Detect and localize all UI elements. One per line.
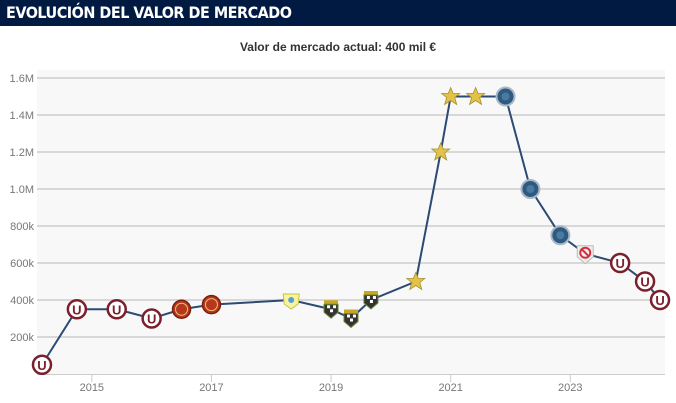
x-tick-label: 2017 xyxy=(199,382,223,394)
svg-text:U: U xyxy=(147,312,156,327)
club-u-crest-icon: U xyxy=(31,354,53,375)
club-u-crest-icon: U xyxy=(141,308,162,329)
y-tick-label: 1.0M xyxy=(10,184,34,196)
club-blue-lion-crest-icon xyxy=(550,225,571,246)
y-tick-label: 800k xyxy=(10,221,34,233)
club-u-crest-icon: U xyxy=(66,299,88,320)
club-star-crest-icon xyxy=(405,271,426,291)
club-checkered-crest-icon xyxy=(343,309,359,329)
svg-text:U: U xyxy=(72,302,81,317)
svg-text:U: U xyxy=(640,275,649,290)
club-utc-crest-icon xyxy=(201,294,222,315)
club-blue-lion-crest-icon xyxy=(520,179,541,199)
club-u-crest-icon: U xyxy=(106,299,127,320)
x-tick-label: 2015 xyxy=(80,382,104,394)
x-tick-label: 2023 xyxy=(558,382,582,394)
x-tick-label: 2021 xyxy=(438,382,462,394)
y-tick-label: 600k xyxy=(10,258,34,270)
y-tick-label: 200k xyxy=(10,332,34,344)
svg-text:U: U xyxy=(615,256,624,271)
club-blue-lion-crest-icon xyxy=(495,86,516,107)
svg-text:U: U xyxy=(112,302,121,317)
club-u-crest-icon: U xyxy=(634,271,656,292)
svg-text:U: U xyxy=(37,358,46,373)
svg-text:U: U xyxy=(655,293,664,308)
x-tick-label: 2019 xyxy=(319,382,343,394)
chart-subtitle: Valor de mercado actual: 400 mil € xyxy=(239,40,437,54)
club-u-crest-icon: U xyxy=(609,252,631,274)
y-tick-label: 400k xyxy=(10,295,34,307)
club-checkered-crest-icon xyxy=(363,291,379,310)
y-tick-label: 1.6M xyxy=(10,73,34,85)
club-yellow-crest-icon xyxy=(282,293,300,310)
club-checkered-crest-icon xyxy=(323,300,339,319)
section-title: EVOLUCIÓN DEL VALOR DE MERCADO xyxy=(0,0,676,26)
y-tick-label: 1.4M xyxy=(10,110,34,122)
club-star-crest-icon xyxy=(430,141,451,161)
club-star-crest-icon xyxy=(440,86,461,106)
y-tick-label: 1.2M xyxy=(10,147,34,159)
no-club-icon xyxy=(576,245,594,265)
club-utc-crest-icon xyxy=(171,299,192,319)
club-star-crest-icon xyxy=(465,86,486,106)
club-u-crest-icon: U xyxy=(649,289,671,311)
